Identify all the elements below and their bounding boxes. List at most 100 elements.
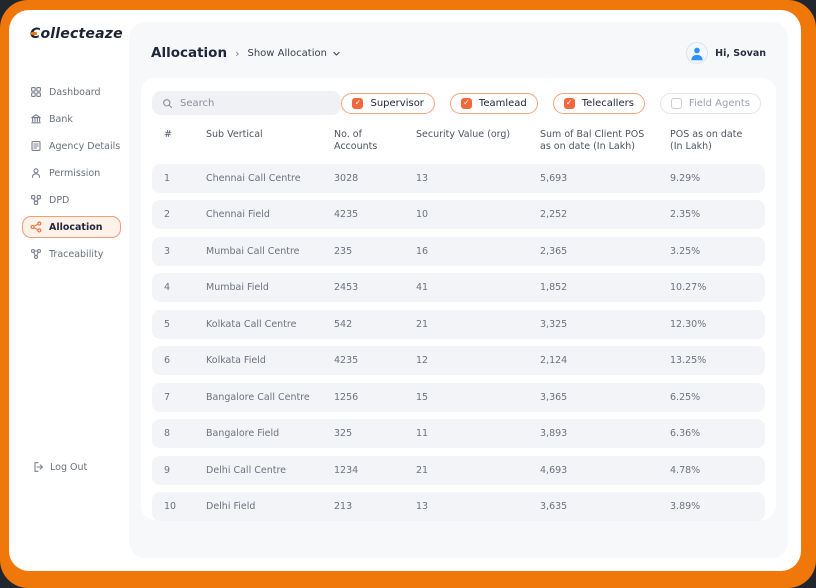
table-cell: 2453 [334,282,359,294]
sidebar-item-label: Allocation [49,221,103,233]
table-cell: 10.27% [670,282,707,294]
table-row: 5 Kolkata Call Centre 542 21 3,325 12.30% [152,309,765,339]
table-cell: 2.35% [670,209,701,221]
column-header-0: # [164,129,172,140]
breadcrumb-separator: › [235,46,240,60]
dpd-icon [30,194,42,206]
table-cell: 6.36% [670,428,701,440]
sidebar-item-traceability[interactable]: Traceability [22,243,121,265]
table-cell: 21 [416,318,429,330]
table-cell: 3,893 [540,428,568,440]
table-row: 6 Kolkata Field 4235 12 2,124 13.25% [152,346,765,376]
table-cell: 542 [334,318,353,330]
chevron-down-icon [332,49,341,58]
sidebar-item-allocation[interactable]: Allocation [22,216,121,238]
page-title: Allocation [151,45,228,61]
search-input[interactable] [180,97,332,109]
table-row: 3 Mumbai Call Centre 235 16 2,365 3.25% [152,236,765,266]
sidebar: Collecteaze Dashboard Bank Agency Details P… [9,10,129,571]
table-cell: 2,124 [540,355,568,367]
filter-chip-label: Supervisor [370,97,424,109]
table-cell: 8 [164,428,171,440]
sidebar-item-agency-details[interactable]: Agency Details [22,135,121,157]
table-cell: Mumbai Call Centre [206,245,300,257]
main-panel: Allocation › Show Allocation Hi, Sovan [129,22,788,558]
table-cell: 2,252 [540,209,568,221]
table-cell: 2,365 [540,245,568,257]
table-cell: 5,693 [540,172,568,184]
breadcrumb: Allocation › Show Allocation [151,45,341,61]
sidebar-item-dpd[interactable]: DPD [22,189,121,211]
column-header-3: Security Value (org) [416,129,511,140]
table-cell: 9.29% [670,172,701,184]
table-cell: 2 [164,209,171,221]
table-cell: 4235 [334,355,359,367]
user-greeting: Hi, Sovan [715,47,766,59]
table-cell: 5 [164,318,171,330]
checkbox-field-agents[interactable] [670,97,682,109]
filter-chip-teamlead[interactable]: ✓ Teamlead [449,92,538,114]
table-cell: 1256 [334,391,359,403]
search-box[interactable] [152,91,342,115]
filter-chip-label: Telecallers [581,97,634,109]
table-cell: 6.25% [670,391,701,403]
brand-logo: Collecteaze [9,26,129,42]
table-cell: 4,693 [540,464,568,476]
checkbox-supervisor[interactable]: ✓ [352,97,364,109]
filter-chip-label: Teamlead [478,97,527,109]
column-header-1: Sub Vertical [206,129,263,140]
filter-chips: ✓ Supervisor ✓ Teamlead ✓ Telecallers Field Ag… [341,92,765,114]
filter-chip-supervisor[interactable]: ✓ Supervisor [341,92,435,114]
table-cell: Bangalore Call Centre [206,391,310,403]
table-cell: 3.25% [670,245,701,257]
table-cell: Chennai Field [206,209,270,221]
table-cell: Kolkata Field [206,355,266,367]
search-icon [162,98,174,109]
table-cell: 7 [164,391,171,403]
sidebar-item-label: Agency Details [49,140,121,152]
table-cell: 1234 [334,464,359,476]
sidebar-item-permission[interactable]: Permission [22,162,121,184]
filter-chip-label: Field Agents [688,97,750,109]
allocation-card: ✓ Supervisor ✓ Teamlead ✓ Telecallers Field Ag… [141,78,776,522]
sidebar-item-dashboard[interactable]: Dashboard [22,81,121,103]
user-menu[interactable]: Hi, Sovan [686,42,766,64]
sidebar-item-label: Permission [49,167,101,179]
table-cell: 4.78% [670,464,701,476]
sidebar-item-label: DPD [49,194,70,206]
table-cell: 21 [416,464,429,476]
table-row: 4 Mumbai Field 2453 41 1,852 10.27% [152,273,765,303]
table-cell: 4 [164,282,171,294]
allocation-icon [30,221,42,233]
person-icon [30,167,42,179]
table-cell: 3,325 [540,318,568,330]
filter-chip-field-agents[interactable]: Field Agents [659,92,761,114]
column-header-5: POS as on date (In Lakh) [670,129,743,153]
table-cell: 1,852 [540,282,568,294]
checkbox-teamlead[interactable]: ✓ [460,97,472,109]
table-row: 8 Bangalore Field 325 11 3,893 6.36% [152,419,765,449]
sidebar-item-label: Dashboard [49,86,101,98]
table-cell: 12 [416,355,429,367]
filter-chip-telecallers[interactable]: ✓ Telecallers [552,92,645,114]
show-allocation-dropdown[interactable]: Show Allocation [247,48,340,59]
table-cell: Delhi Call Centre [206,464,286,476]
sidebar-item-bank[interactable]: Bank [22,108,121,130]
checkbox-telecallers[interactable]: ✓ [563,97,575,109]
table-cell: 41 [416,282,429,294]
table-cell: 13.25% [670,355,707,367]
table-cell: 3,635 [540,501,568,513]
table-cell: Mumbai Field [206,282,269,294]
column-header-4: Sum of Bal Client POS as on date (In Lak… [540,129,645,153]
document-icon [30,140,42,152]
table-row: 10 Delhi Field 213 13 3,635 3.89% [152,492,765,522]
show-allocation-label: Show Allocation [247,47,327,59]
dashboard-icon [30,86,42,98]
table-cell: 235 [334,245,353,257]
table-cell: 15 [416,391,429,403]
logout-button[interactable]: Log Out [9,461,129,473]
table-row: 1 Chennai Call Centre 3028 13 5,693 9.29% [152,163,765,193]
table-cell: 325 [334,428,353,440]
avatar [686,42,709,64]
table-cell: Chennai Call Centre [206,172,301,184]
